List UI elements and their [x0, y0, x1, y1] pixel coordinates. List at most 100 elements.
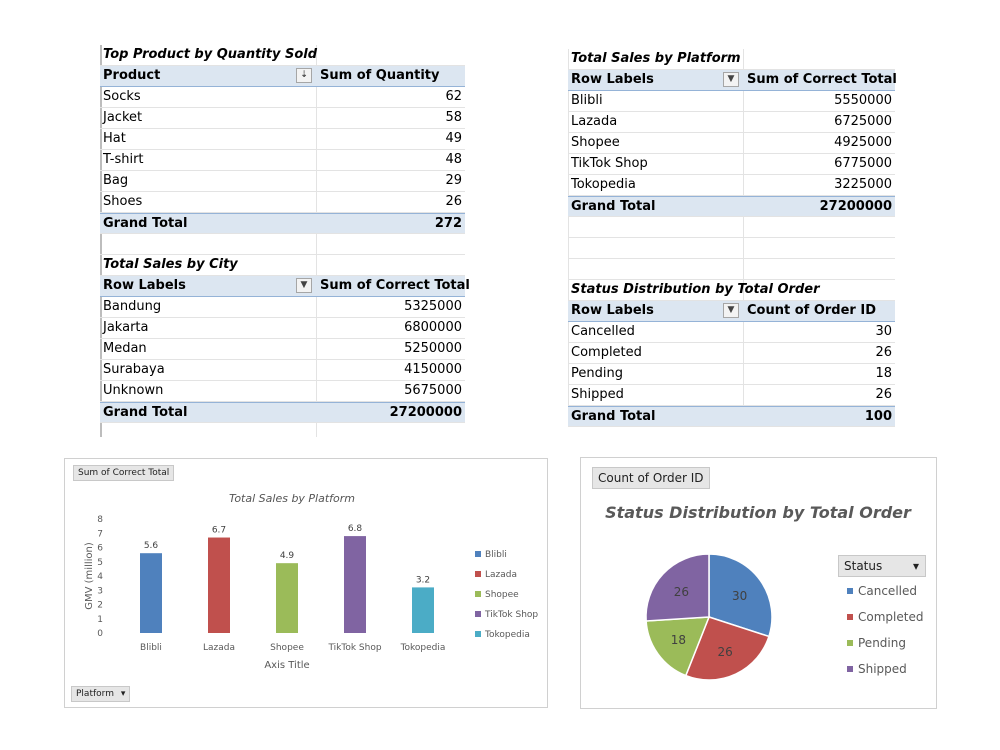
data-label: 26 [717, 645, 732, 659]
table-row[interactable]: Hat 49 [100, 129, 465, 150]
row-label: Shipped [571, 387, 624, 402]
blank-row [100, 423, 465, 437]
row-value: 4150000 [404, 362, 462, 377]
y-tick-label: 7 [97, 529, 103, 539]
column-header-sum-correct-total[interactable]: Sum of Correct Total [747, 72, 897, 87]
row-label: Hat [103, 131, 126, 146]
table-row[interactable]: Jacket 58 [100, 108, 465, 129]
row-label: Shopee [571, 135, 620, 150]
legend-field-label: Status [844, 559, 883, 573]
value-field-button[interactable]: Count of Order ID [592, 467, 710, 489]
row-value: 29 [445, 173, 462, 188]
pivot-header-row: Row Labels ▼ Sum of Correct Total [100, 276, 470, 297]
value-field-label: Sum of Correct Total [78, 468, 170, 478]
table-row[interactable]: Bandung 5325000 [100, 297, 465, 318]
table-row[interactable]: Blibli 5550000 [568, 91, 895, 112]
table-row[interactable]: Lazada 6725000 [568, 112, 895, 133]
y-tick-label: 4 [97, 572, 103, 582]
legend-field-button-status[interactable]: Status ▾ [838, 555, 926, 577]
legend-item: Shipped [858, 662, 907, 676]
bar-chart-panel[interactable]: Sum of Correct Total Total Sales by Plat… [64, 458, 548, 708]
pivot-top-product: Top Product by Quantity Sold Product ⇣ S… [100, 45, 465, 234]
pie-slice [645, 553, 710, 622]
row-value: 26 [875, 387, 892, 402]
row-value: 26 [445, 194, 462, 209]
table-row[interactable]: Completed 26 [568, 343, 895, 364]
row-label: Tokopedia [571, 177, 636, 192]
y-tick-label: 3 [97, 586, 103, 596]
axis-field-button-platform[interactable]: Platform ▾ [71, 686, 131, 702]
pivot-title: Total Sales by City [103, 257, 238, 272]
axis-field-label: Platform [76, 689, 114, 699]
row-value: 6800000 [404, 320, 462, 335]
table-row[interactable]: Surabaya 4150000 [100, 360, 465, 381]
row-value: 4925000 [834, 135, 892, 150]
column-header-count-order-id[interactable]: Count of Order ID [747, 303, 876, 318]
table-row[interactable]: Medan 5250000 [100, 339, 465, 360]
row-label: Pending [571, 366, 623, 381]
sort-filter-dropdown-button[interactable]: ⇣ [296, 68, 312, 83]
grand-total-row: Grand Total 27200000 [100, 402, 465, 423]
bar [276, 563, 298, 633]
column-header-row-labels[interactable]: Row Labels [103, 278, 186, 293]
table-row[interactable]: Shipped 26 [568, 385, 895, 406]
row-label: Bandung [103, 299, 162, 314]
bar [140, 553, 162, 633]
pie-chart: Status Distribution by Total Order 30 26 18… [605, 503, 923, 681]
filter-dropdown-button[interactable]: ▼ [723, 72, 739, 87]
legend-item: TikTok Shop [484, 610, 538, 620]
table-row[interactable]: T-shirt 48 [100, 150, 465, 171]
table-row[interactable]: Pending 18 [568, 364, 895, 385]
table-row[interactable]: Cancelled 30 [568, 322, 895, 343]
x-tick-label: Lazada [203, 643, 235, 653]
value-field-button[interactable]: Sum of Correct Total [73, 465, 175, 481]
table-row[interactable]: Bag 29 [100, 171, 465, 192]
data-label: 4.9 [280, 551, 295, 561]
y-tick-label: 2 [97, 601, 103, 611]
legend-swatch [475, 571, 481, 577]
data-label: 5.6 [144, 541, 159, 551]
table-row[interactable]: Socks 62 [100, 87, 465, 108]
data-label: 26 [674, 585, 689, 599]
pivot-title-row: Top Product by Quantity Sold [100, 45, 465, 66]
grand-total-row: Grand Total 100 [568, 406, 895, 427]
row-label: Jacket [103, 110, 143, 125]
row-label: Lazada [571, 114, 618, 129]
row-label: Surabaya [103, 362, 165, 377]
pie-slice [684, 616, 770, 681]
dropdown-arrow-icon: ▾ [912, 559, 919, 573]
column-header-sum-quantity[interactable]: Sum of Quantity [320, 68, 440, 83]
column-header-row-labels[interactable]: Row Labels [571, 303, 654, 318]
table-row[interactable]: Tokopedia 3225000 [568, 175, 895, 196]
filter-dropdown-button[interactable]: ▼ [296, 278, 312, 293]
column-header-product[interactable]: Product [103, 68, 161, 83]
row-value: 18 [875, 366, 892, 381]
legend-swatch [847, 640, 853, 646]
table-row[interactable]: Shoes 26 [100, 192, 465, 213]
pie-chart-panel[interactable]: Count of Order ID Status Distribution by… [580, 457, 937, 709]
column-header-row-labels[interactable]: Row Labels [571, 72, 654, 87]
grand-total-value: 27200000 [819, 199, 892, 214]
filter-dropdown-button[interactable]: ▼ [723, 303, 739, 318]
pivot-title: Status Distribution by Total Order [571, 282, 820, 297]
table-row[interactable]: Shopee 4925000 [568, 133, 895, 154]
row-value: 5550000 [834, 93, 892, 108]
table-row[interactable]: TikTok Shop 6775000 [568, 154, 895, 175]
column-header-sum-correct-total[interactable]: Sum of Correct Total [320, 278, 470, 293]
table-row[interactable]: Jakarta 6800000 [100, 318, 465, 339]
table-row[interactable]: Unknown 5675000 [100, 381, 465, 402]
data-label: 6.7 [212, 526, 226, 536]
legend-item: Tokopedia [484, 630, 530, 640]
data-label: 3.2 [416, 575, 430, 585]
row-value: 6775000 [834, 156, 892, 171]
row-label: Unknown [103, 383, 164, 398]
legend-swatch [847, 614, 853, 620]
grand-total-value: 272 [434, 216, 462, 231]
row-value: 5250000 [404, 341, 462, 356]
grand-total-value: 27200000 [389, 405, 462, 420]
row-value: 58 [445, 110, 462, 125]
legend-swatch [475, 631, 481, 637]
row-value: 3225000 [834, 177, 892, 192]
pie-slice [645, 616, 711, 677]
pivot-border [568, 49, 569, 427]
